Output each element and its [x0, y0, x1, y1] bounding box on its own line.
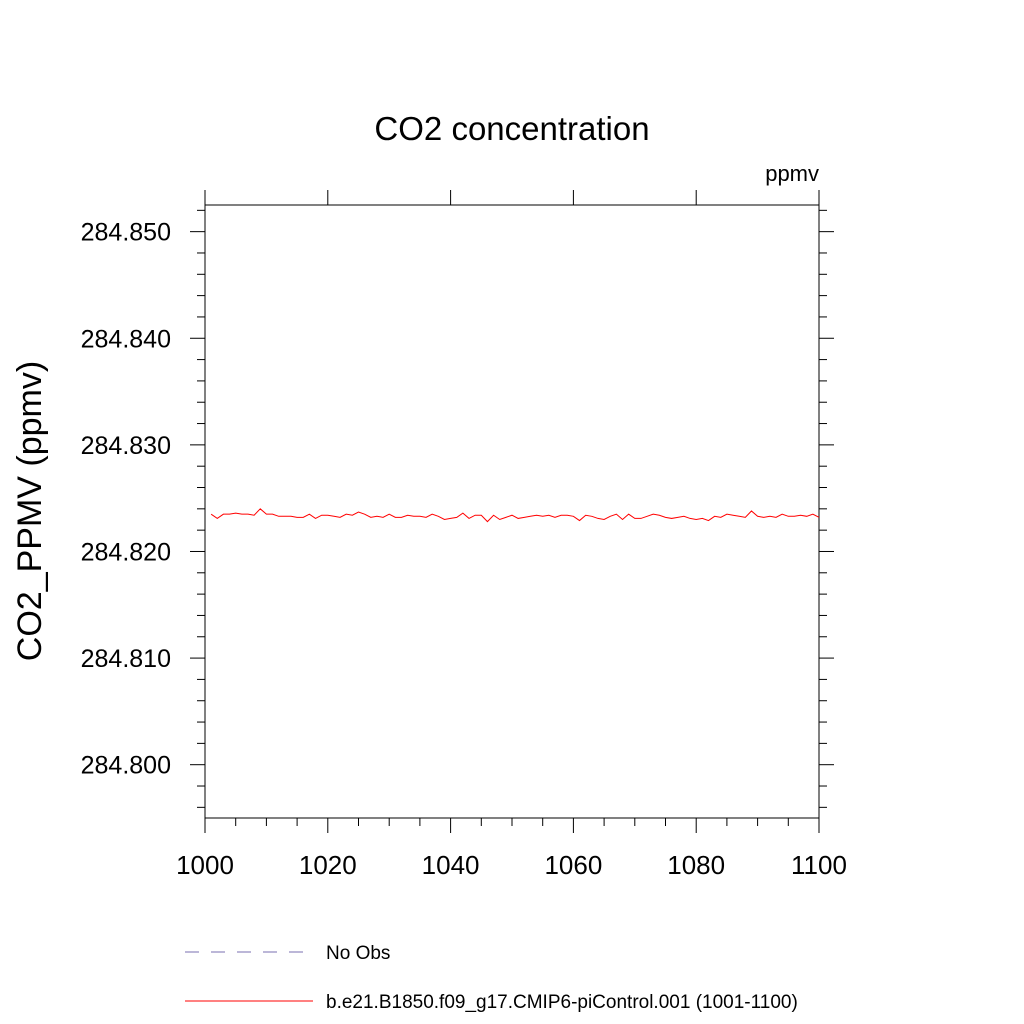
x-tick-label: 1040 — [422, 850, 480, 880]
units-label: ppmv — [765, 161, 819, 186]
axis-ticks — [190, 190, 834, 833]
y-tick-label: 284.810 — [81, 645, 171, 673]
plot-frame — [204, 204, 820, 819]
x-tick-label: 1060 — [544, 850, 602, 880]
tick-labels: 1000 1020 1040 1060 1080 1100 284.800 284.810 28… — [81, 219, 847, 880]
legend-label: b.e21.B1850.f09_g17.CMIP6-piControl.001 … — [326, 992, 798, 1013]
x-tick-label: 1100 — [791, 850, 847, 880]
y-tick-label: 284.800 — [81, 752, 171, 780]
y-tick-label: 284.840 — [81, 325, 171, 353]
legend-label: No Obs — [326, 943, 390, 964]
series-layer — [210, 508, 820, 523]
legend: No Obs b.e21.B1850.f09_g17.CMIP6-piContro… — [185, 943, 798, 1013]
chart-title: CO2 concentration — [374, 110, 649, 147]
series-line — [210, 508, 820, 523]
y-tick-label: 284.820 — [81, 538, 171, 566]
x-tick-label: 1000 — [176, 850, 234, 880]
x-tick-label: 1080 — [667, 850, 725, 880]
y-axis-label: CO2_PPMV (ppmv) — [11, 361, 49, 661]
x-tick-label: 1020 — [299, 850, 357, 880]
y-tick-label: 284.830 — [81, 432, 171, 460]
y-tick-label: 284.850 — [81, 219, 171, 247]
